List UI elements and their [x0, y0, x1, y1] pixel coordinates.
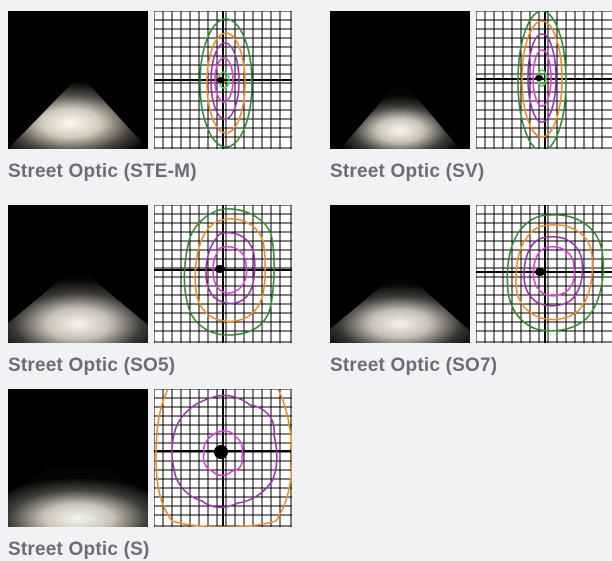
optic-caption: Street Optic (S) — [8, 539, 150, 560]
optic-photo-ste-m — [8, 11, 148, 149]
optic-card-so5: Street Optic (SO5) — [8, 205, 298, 390]
isolux-grid-so7 — [476, 205, 612, 343]
optic-photo-s — [8, 389, 148, 527]
optic-photo-so7 — [330, 205, 470, 343]
isolux-grid-sv — [476, 11, 612, 149]
isolux-grid-ste-m — [154, 11, 292, 149]
optic-card-ste-m: Street Optic (STE-M) — [8, 11, 298, 196]
optic-caption: Street Optic (STE-M) — [8, 161, 197, 182]
isolux-grid-so5 — [154, 205, 292, 343]
optic-photo-sv — [330, 11, 470, 149]
optic-card-so7: Street Optic (SO7) — [330, 205, 612, 390]
optic-caption: Street Optic (SV) — [330, 161, 485, 182]
optic-card-s: Street Optic (S) — [8, 389, 298, 560]
optic-caption: Street Optic (SO5) — [8, 355, 176, 376]
optic-photo-so5 — [8, 205, 148, 343]
optic-card-sv: Street Optic (SV) — [330, 11, 612, 196]
isolux-grid-s — [154, 389, 292, 527]
optic-caption: Street Optic (SO7) — [330, 355, 498, 376]
